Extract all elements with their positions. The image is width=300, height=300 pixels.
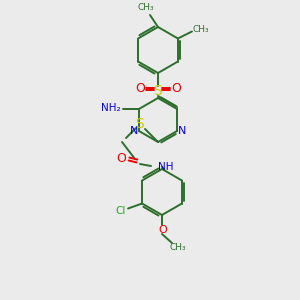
- Text: CH₃: CH₃: [170, 244, 186, 253]
- Text: Cl: Cl: [115, 206, 125, 217]
- Text: CH₃: CH₃: [193, 25, 209, 34]
- Text: O: O: [171, 82, 181, 95]
- Text: O: O: [135, 82, 145, 95]
- Text: NH: NH: [158, 162, 173, 172]
- Text: N: N: [130, 126, 138, 136]
- Text: S: S: [136, 117, 144, 131]
- Text: S: S: [154, 84, 162, 98]
- Text: N: N: [178, 126, 186, 136]
- Text: O: O: [116, 152, 126, 166]
- Text: CH₃: CH₃: [138, 4, 154, 13]
- Text: O: O: [159, 225, 167, 235]
- Text: NH₂: NH₂: [101, 103, 121, 113]
